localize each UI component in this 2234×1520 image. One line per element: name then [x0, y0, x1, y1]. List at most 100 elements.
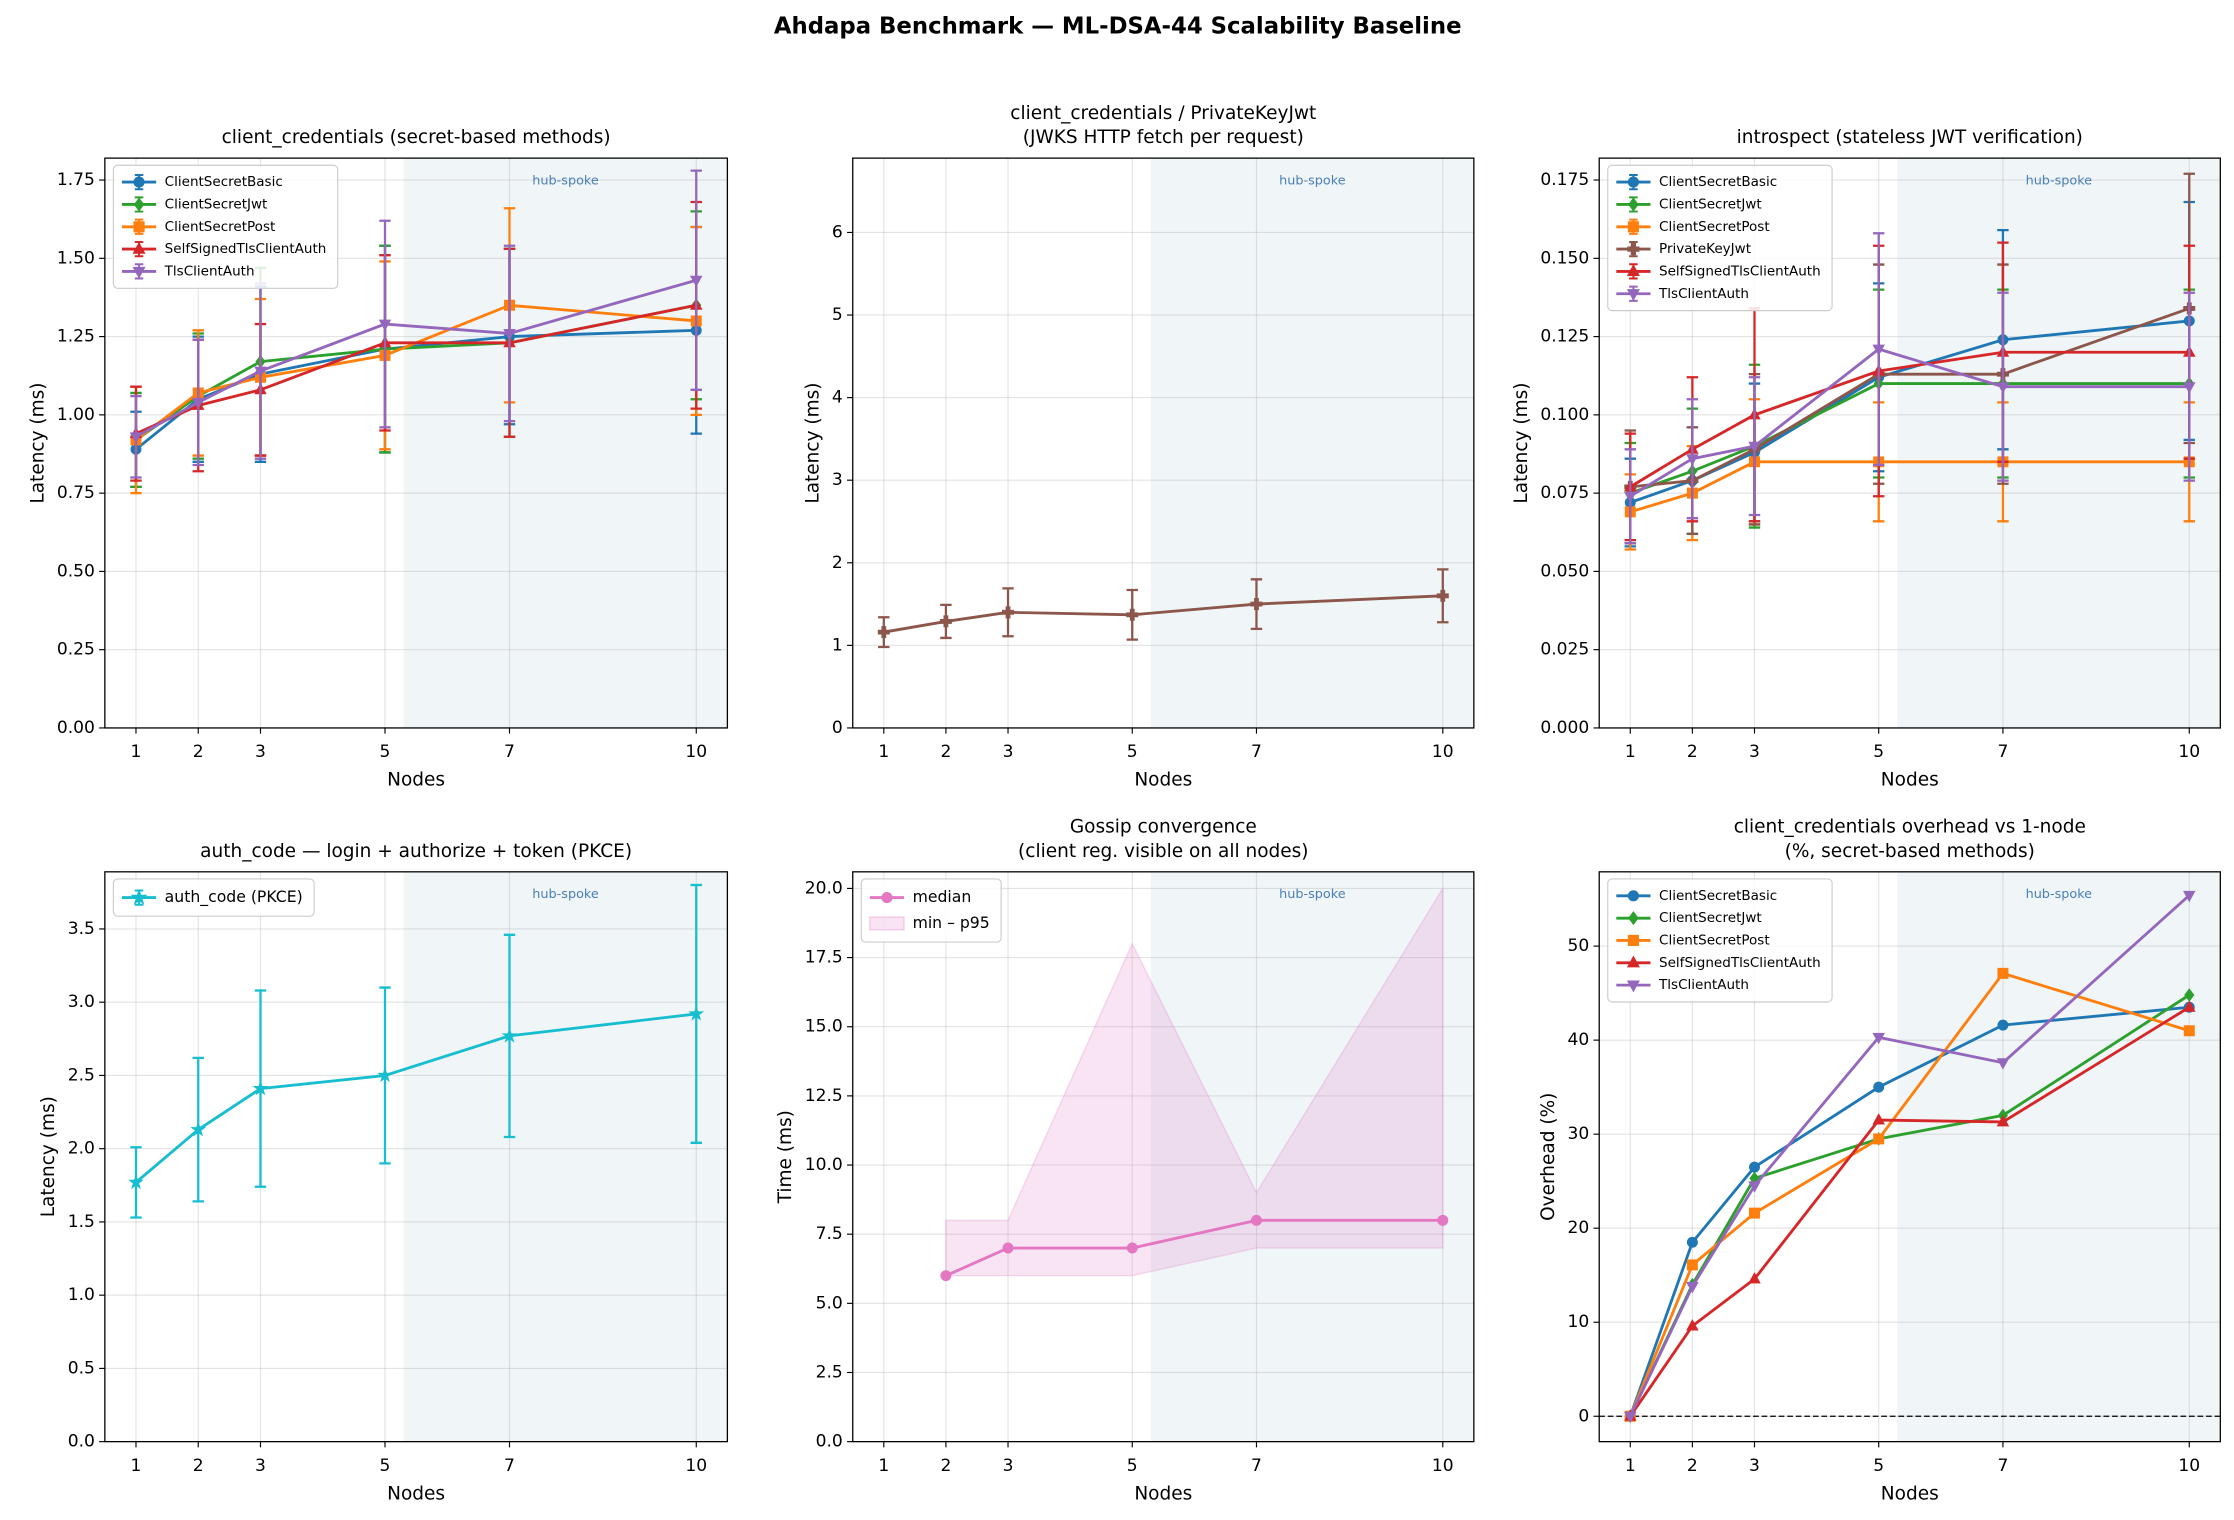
legend-swatch	[132, 241, 146, 254]
legend-swatch	[881, 892, 893, 904]
y-axis-label: Latency (ms)	[802, 382, 823, 503]
marker	[2183, 890, 2196, 903]
legend-swatch	[869, 916, 905, 931]
x-tick-label: 3	[1003, 742, 1014, 762]
legend-swatch	[1627, 934, 1639, 947]
y-tick-label: 10	[1568, 1312, 1590, 1332]
series-line	[135, 303, 697, 435]
marker	[939, 615, 952, 628]
axes-frame	[1598, 871, 2221, 1443]
x-tick-label: 3	[1749, 1456, 1760, 1476]
y-tick-label: 17.5	[805, 948, 843, 968]
span-label: hub-spoke	[2026, 173, 2093, 188]
legend-label: ClientSecretJwt	[1659, 910, 1762, 926]
marker	[1872, 344, 1885, 357]
y-tick-label: 1	[832, 635, 843, 655]
plot-area	[852, 871, 1474, 1442]
series-line	[1629, 347, 2190, 498]
series-line	[1628, 894, 2191, 1417]
series-line	[135, 278, 697, 439]
subplot-title: client_credentials / PrivateKeyJwt	[1010, 103, 1316, 124]
x-tick-label: 7	[504, 1456, 515, 1476]
marker	[501, 1027, 518, 1043]
y-tick-label: 1.50	[57, 248, 95, 268]
marker	[1872, 1113, 1885, 1125]
legend-box	[112, 878, 315, 917]
legend-swatch	[1628, 197, 1639, 212]
legend-swatch	[1626, 955, 1640, 968]
y-tick-label: 20	[1568, 1218, 1590, 1238]
y-tick-label: 2.5	[68, 1065, 95, 1085]
legend-label: ClientSecretBasic	[1659, 174, 1777, 190]
x-tick-label: 5	[380, 742, 391, 762]
subplot-title: client_credentials overhead vs 1-node	[1734, 817, 2086, 838]
legend-swatch	[1626, 289, 1640, 302]
legend-label: median	[913, 887, 972, 906]
series-line	[1629, 382, 2190, 495]
legend-label: auth_code (PKCE)	[165, 887, 303, 907]
marker	[1748, 441, 1761, 454]
marker	[1686, 1282, 1699, 1294]
y-tick-label: 0.75	[57, 483, 95, 503]
legend-label: TlsClientAuth	[164, 263, 255, 279]
hub-spoke-span	[403, 871, 728, 1442]
series-line	[1628, 971, 2190, 1417]
y-tick-label: 0.0	[68, 1432, 95, 1452]
y-tick-label: 10.0	[805, 1155, 843, 1175]
min-p95-band	[945, 885, 1444, 1277]
marker	[252, 1080, 269, 1096]
x-tick-label: 10	[2178, 742, 2200, 762]
marker	[1686, 1236, 1698, 1248]
subplot-title: introspect (stateless JWT verification)	[1737, 127, 2083, 148]
span-label: hub-spoke	[532, 173, 599, 188]
series-line	[1628, 1005, 2190, 1417]
x-axis-label: Nodes	[1134, 770, 1192, 791]
x-tick-label: 5	[380, 1456, 391, 1476]
y-tick-label: 0.125	[1540, 327, 1589, 347]
marker	[1126, 608, 1139, 621]
marker	[2183, 1025, 2195, 1037]
x-tick-label: 2	[193, 742, 204, 762]
axes-frame	[852, 871, 1475, 1443]
x-axis-label: Nodes	[387, 1483, 445, 1504]
y-tick-label: 0.000	[1540, 718, 1589, 738]
y-tick-label: 5.0	[816, 1293, 843, 1313]
x-tick-label: 1	[131, 742, 142, 762]
legend-swatch	[1627, 221, 1639, 233]
x-tick-label: 1	[878, 742, 889, 762]
x-tick-label: 2	[193, 1456, 204, 1476]
marker	[2183, 382, 2196, 394]
x-tick-label: 1	[1625, 742, 1636, 762]
marker	[1996, 1058, 2010, 1070]
marker	[940, 1270, 952, 1282]
y-tick-label: 0	[832, 718, 843, 738]
marker	[688, 1005, 705, 1021]
y-tick-label: 0.075	[1540, 483, 1589, 503]
y-axis-label: Latency (ms)	[1511, 382, 1532, 503]
hub-spoke-span	[1150, 158, 1474, 728]
x-tick-label: 7	[1997, 742, 2008, 762]
marker	[254, 366, 267, 378]
marker	[190, 1121, 207, 1137]
x-tick-label: 5	[1873, 1456, 1884, 1476]
legend-swatch	[1627, 176, 1639, 188]
legend-swatch	[133, 197, 145, 212]
legend-swatch	[133, 221, 145, 233]
x-tick-label: 10	[1432, 742, 1454, 762]
x-tick-label: 10	[685, 742, 707, 762]
y-tick-label: 2.5	[816, 1362, 843, 1382]
axes-frame	[1598, 157, 2221, 729]
x-axis-label: Nodes	[1881, 770, 1939, 791]
x-tick-label: 2	[940, 742, 951, 762]
x-axis-label: Nodes	[387, 770, 445, 791]
y-tick-label: 2.0	[68, 1139, 95, 1159]
legend-swatch	[1627, 243, 1640, 256]
y-tick-label: 0.050	[1540, 561, 1589, 581]
x-tick-label: 5	[1127, 1456, 1138, 1476]
marker	[1686, 454, 1699, 466]
x-tick-label: 7	[1997, 1456, 2008, 1476]
axes-frame	[104, 157, 729, 729]
plot-area	[1599, 158, 2221, 728]
y-tick-label: 6	[832, 222, 843, 242]
legend-label: ClientSecretPost	[1659, 932, 1770, 948]
